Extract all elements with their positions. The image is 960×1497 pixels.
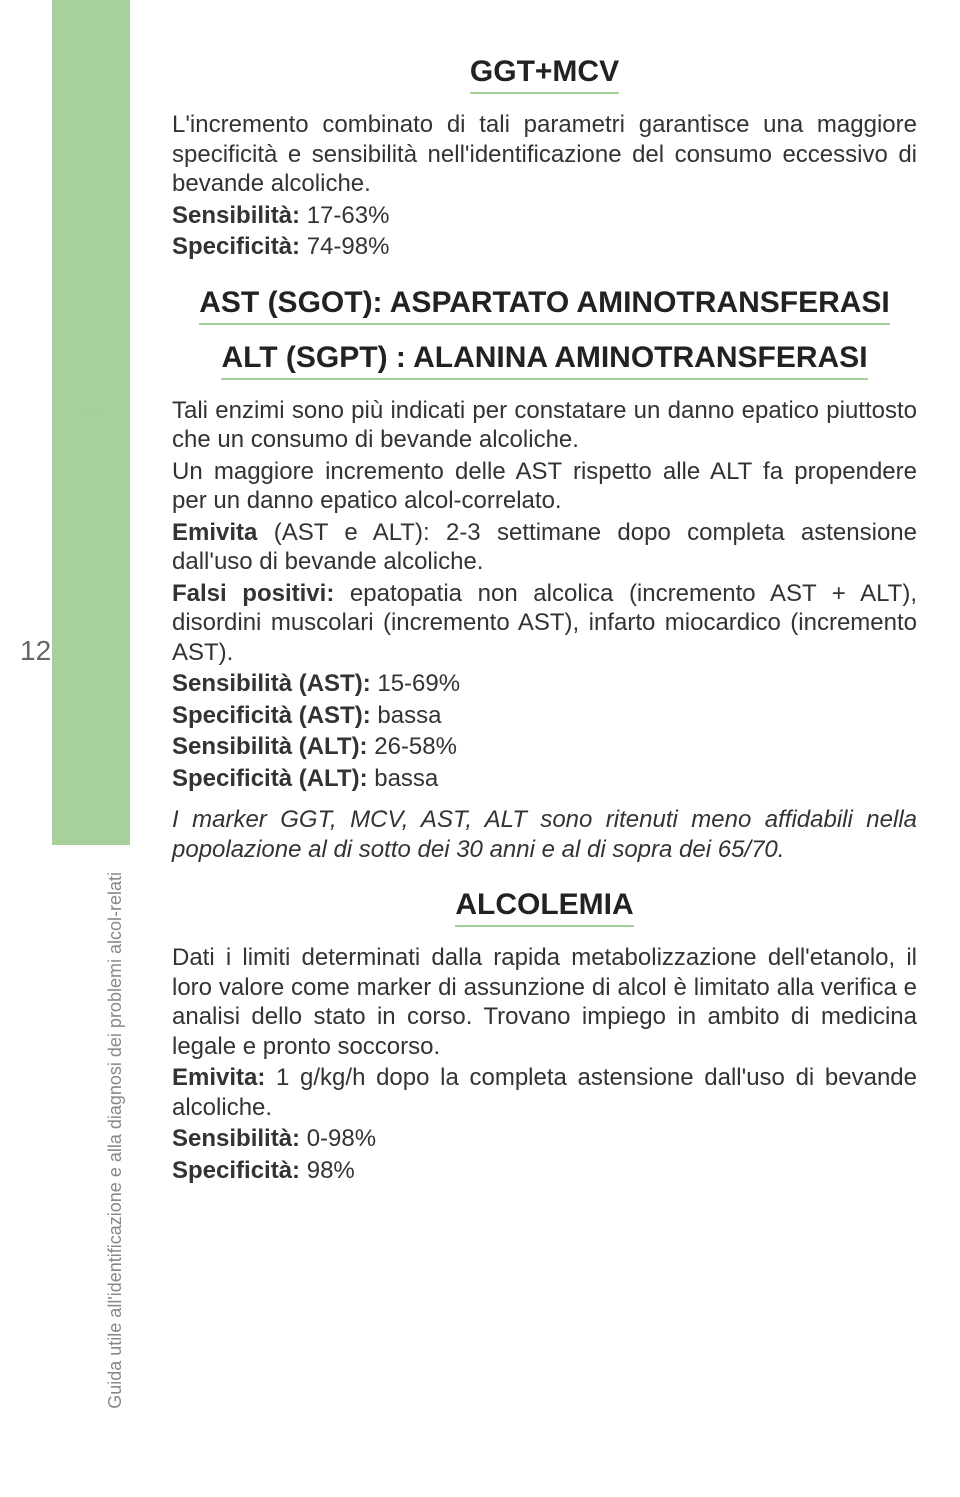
alcolemia-sens: Sensibilità: 0-98% [172, 1124, 917, 1154]
page-number: 12 [20, 635, 51, 667]
alt-p2: Un maggiore incremento delle AST rispett… [172, 457, 917, 516]
alcolemia-emivita: Emivita: 1 g/kg/h dopo la completa asten… [172, 1063, 917, 1122]
alt-emivita: Emivita (AST e ALT): 2-3 settimane dopo … [172, 518, 917, 577]
heading-ggt-mcv: GGT+MCV [172, 55, 917, 94]
alt-sens-alt: Sensibilità (ALT): 26-58% [172, 732, 917, 762]
heading-alt: ALT (SGPT) : ALANINA AMINOTRANSFERASI [172, 341, 917, 380]
vertical-guide-subtitle: Guida utile all'identificazione e alla d… [105, 872, 126, 1409]
alt-italic-note: I marker GGT, MCV, AST, ALT sono ritenut… [172, 805, 917, 864]
alt-spec-alt: Specificità (ALT): bassa [172, 764, 917, 794]
heading-alcolemia: ALCOLEMIA [172, 888, 917, 927]
alcolemia-p1: Dati i limiti determinati dalla rapida m… [172, 943, 917, 1061]
alt-spec-ast: Specificità (AST): bassa [172, 701, 917, 731]
heading-ast: AST (SGOT): ASPARTATO AMINOTRANSFERASI [172, 286, 917, 325]
ggt-sensibilita: Sensibilità: 17-63% [172, 201, 917, 231]
vertical-section-title: ESAMI DI LABORATORIO [69, 58, 119, 609]
alt-p1: Tali enzimi sono più indicati per consta… [172, 396, 917, 455]
alcolemia-spec: Specificità: 98% [172, 1156, 917, 1186]
alt-falsi: Falsi positivi: epatopatia non alcolica … [172, 579, 917, 668]
ggt-intro: L'incremento combinato di tali parametri… [172, 110, 917, 199]
ggt-specificita: Specificità: 74-98% [172, 232, 917, 262]
main-content: GGT+MCV L'incremento combinato di tali p… [172, 55, 917, 1187]
alt-sens-ast: Sensibilità (AST): 15-69% [172, 669, 917, 699]
